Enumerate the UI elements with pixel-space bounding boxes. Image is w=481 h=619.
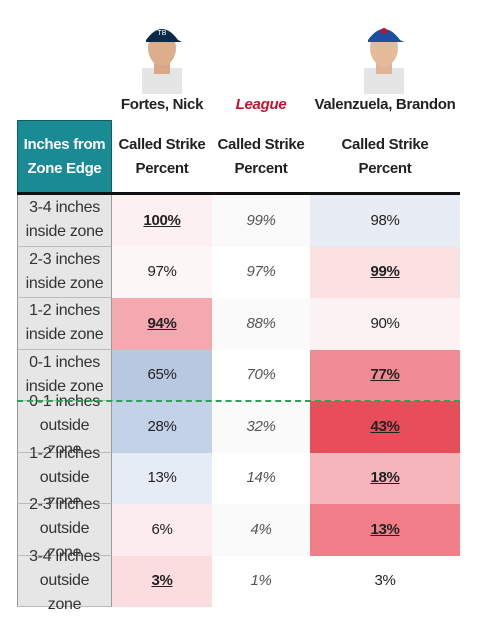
player-photo: TB [142, 29, 182, 94]
value-cell: 32% [212, 401, 310, 453]
value-cell: 70% [212, 349, 310, 401]
value-cell: 88% [212, 298, 310, 350]
header-rule [17, 192, 460, 195]
zone-divider [17, 400, 460, 402]
value-cell: 97% [212, 246, 310, 298]
value-cell: 99% [212, 195, 310, 247]
value-cell: 13% [310, 504, 460, 556]
column-name: League [235, 96, 287, 113]
value-cell: 65% [112, 349, 212, 401]
column-name: Fortes, Nick [120, 96, 204, 113]
row-label: 3-4 inches inside zone [17, 195, 112, 247]
value-cell: 99% [310, 246, 460, 298]
row-label: 2-3 inches inside zone [17, 246, 112, 298]
value-cell: 94% [112, 298, 212, 350]
player-photo [364, 28, 404, 94]
value-cell: 90% [310, 298, 460, 350]
row-label: 3-4 inches outside zone [17, 548, 112, 613]
header-cell: Called Strike Percent [118, 135, 206, 177]
value-cell: 13% [112, 452, 212, 504]
value-cell: 28% [112, 401, 212, 453]
value-cell: 6% [112, 504, 212, 556]
value-cell: 98% [310, 195, 460, 247]
row-label: 1-2 inches inside zone [17, 298, 112, 350]
value-cell: 3% [310, 555, 460, 607]
value-cell: 18% [310, 452, 460, 504]
value-cell: 1% [212, 555, 310, 607]
value-cell: 97% [112, 246, 212, 298]
header-cell: Inches from Zone Edge [17, 120, 112, 193]
header-cell: Called Strike Percent [341, 135, 429, 177]
value-cell: 100% [112, 195, 212, 247]
value-cell: 3% [112, 555, 212, 607]
value-cell: 77% [310, 349, 460, 401]
value-cell: 43% [310, 401, 460, 453]
svg-text:TB: TB [158, 30, 167, 37]
column-name: Valenzuela, Brandon [314, 96, 456, 113]
value-cell: 4% [212, 504, 310, 556]
header-cell: Called Strike Percent [217, 135, 305, 177]
value-cell: 14% [212, 452, 310, 504]
